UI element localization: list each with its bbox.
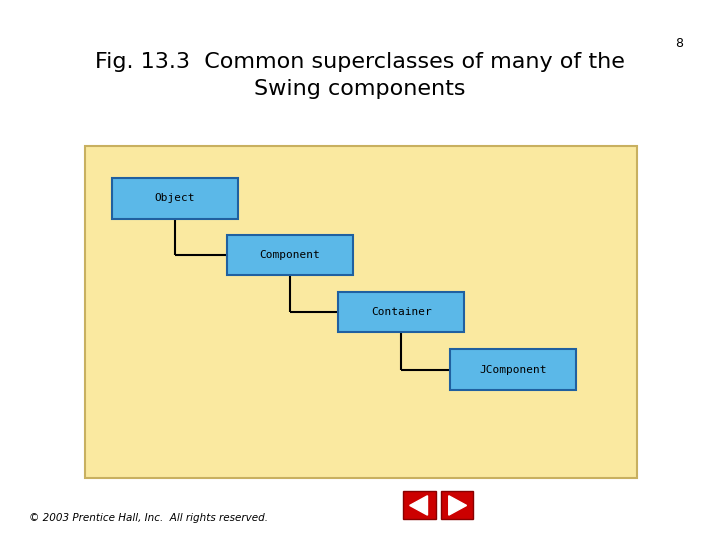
Bar	[441, 491, 473, 519]
Text: © 2003 Prentice Hall, Inc.  All rights reserved.: © 2003 Prentice Hall, Inc. All rights re…	[29, 514, 268, 523]
Bar	[403, 491, 436, 519]
Text: Fig. 13.3  Common superclasses of many of the: Fig. 13.3 Common superclasses of many of…	[95, 52, 625, 72]
Bar	[227, 235, 353, 275]
Text: 8: 8	[675, 37, 683, 50]
Bar	[450, 349, 576, 390]
Text: Object: Object	[154, 193, 195, 204]
Text: Component: Component	[259, 250, 320, 260]
Text: Swing components: Swing components	[254, 79, 466, 99]
Polygon shape	[410, 496, 428, 515]
Bar	[85, 146, 637, 478]
Bar	[338, 292, 464, 332]
Bar	[112, 178, 238, 219]
Text: Container: Container	[371, 307, 432, 317]
Text: JComponent: JComponent	[480, 364, 546, 375]
Polygon shape	[449, 496, 467, 515]
